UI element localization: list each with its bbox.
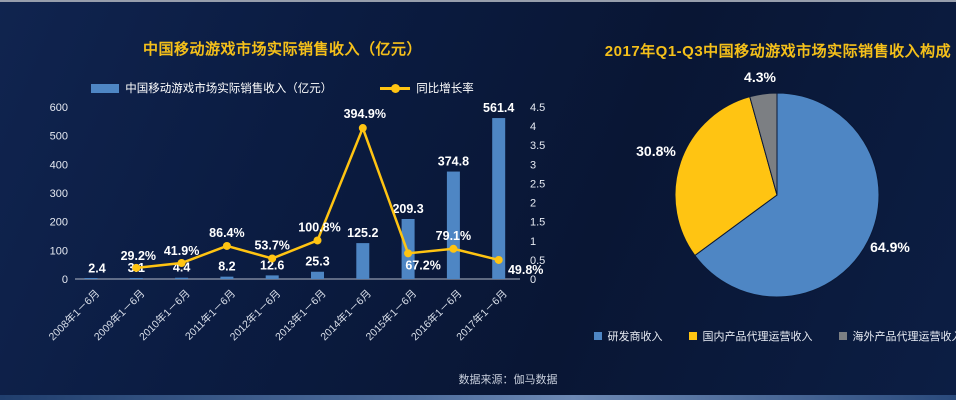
svg-text:0.5: 0.5 [530,255,545,267]
svg-text:500: 500 [50,131,68,143]
pie-chart-svg: 64.9% 30.8% 4.3% [636,70,910,298]
svg-text:53.7%: 53.7% [254,238,289,252]
bottom-strip [0,395,956,400]
svg-text:100: 100 [50,245,68,257]
gray-square-icon [838,332,847,340]
svg-text:300: 300 [50,188,68,200]
combo-legend: 中国移动游戏市场实际销售收入（亿元） 同比增长率 [10,80,555,96]
pie-chart-title: 2017年Q1-Q3中国移动游戏市场实际销售收入构成 [604,43,952,60]
svg-text:25.3: 25.3 [305,255,329,269]
svg-text:1: 1 [530,236,536,248]
svg-text:2.4: 2.4 [88,261,105,275]
svg-text:125.2: 125.2 [347,226,378,240]
svg-text:0: 0 [530,274,536,286]
combo-chart-svg: 0 100 200 300 400 500 600 0 0.5 1 1.5 2 2.5 3 3.5 4 4.5 2… [46,101,545,343]
svg-text:86.4%: 86.4% [209,226,244,240]
svg-text:561.4: 561.4 [483,101,514,115]
svg-text:400: 400 [50,159,68,171]
top-border [0,0,956,2]
svg-text:3.5: 3.5 [530,140,545,152]
svg-text:200: 200 [50,217,68,229]
svg-text:2.5: 2.5 [530,178,545,190]
svg-text:2: 2 [530,198,536,210]
pie-legend-developer-label: 研发商收入 [607,331,663,343]
pie-chart-section: 2017年Q1-Q3中国移动游戏市场实际销售收入构成 64.9% 30.8% 4.3… [582,0,956,400]
svg-text:4.5: 4.5 [530,102,545,114]
svg-text:3: 3 [530,159,536,171]
blue-square-icon [593,332,602,340]
svg-text:1.5: 1.5 [530,217,545,229]
svg-text:0: 0 [62,274,68,286]
pie-legend-item-developer: 研发商收入 [593,328,663,344]
legend-item-growth: 同比增长率 [380,80,474,96]
pie-legend: 研发商收入 国内产品代理运营收入 海外产品代理运营收入 [582,328,956,344]
combo-chart-title: 中国移动游戏市场实际销售收入（亿元） [142,41,422,58]
bar-swatch-icon [91,83,120,93]
svg-text:30.8%: 30.8% [636,143,676,159]
svg-text:209.3: 209.3 [392,202,423,216]
pie-legend-item-overseas: 海外产品代理运营收入 [838,328,956,344]
svg-text:41.9%: 41.9% [164,244,199,258]
svg-text:64.9%: 64.9% [870,239,910,255]
svg-text:29.2%: 29.2% [121,249,156,263]
line-dot-icon [391,83,401,93]
svg-text:374.8: 374.8 [438,155,469,169]
svg-text:4.3%: 4.3% [744,70,776,85]
svg-text:394.9%: 394.9% [344,107,386,121]
pie-legend-item-domestic: 国内产品代理运营收入 [688,328,813,344]
svg-text:600: 600 [50,102,68,114]
line-swatch-icon [380,83,411,93]
svg-text:12.6: 12.6 [260,258,284,272]
svg-text:79.1%: 79.1% [436,229,471,243]
pie-legend-overseas-label: 海外产品代理运营收入 [852,331,956,343]
svg-text:100.8%: 100.8% [298,220,340,234]
legend-revenue-label: 中国移动游戏市场实际销售收入（亿元） [125,83,333,95]
legend-growth-label: 同比增长率 [416,83,474,95]
svg-text:8.2: 8.2 [218,260,235,274]
yellow-square-icon [688,332,697,340]
svg-text:4: 4 [530,121,536,133]
combo-chart-section: 中国移动游戏市场实际销售收入（亿元） 中国移动游戏市场实际销售收入（亿元） 同比… [10,0,555,400]
svg-text:49.8%: 49.8% [508,263,543,277]
legend-item-revenue: 中国移动游戏市场实际销售收入（亿元） [91,80,332,96]
source-note: 数据来源：伽马数据 [458,374,558,386]
svg-text:67.2%: 67.2% [405,258,440,272]
pie-legend-domestic-label: 国内产品代理运营收入 [702,331,813,343]
